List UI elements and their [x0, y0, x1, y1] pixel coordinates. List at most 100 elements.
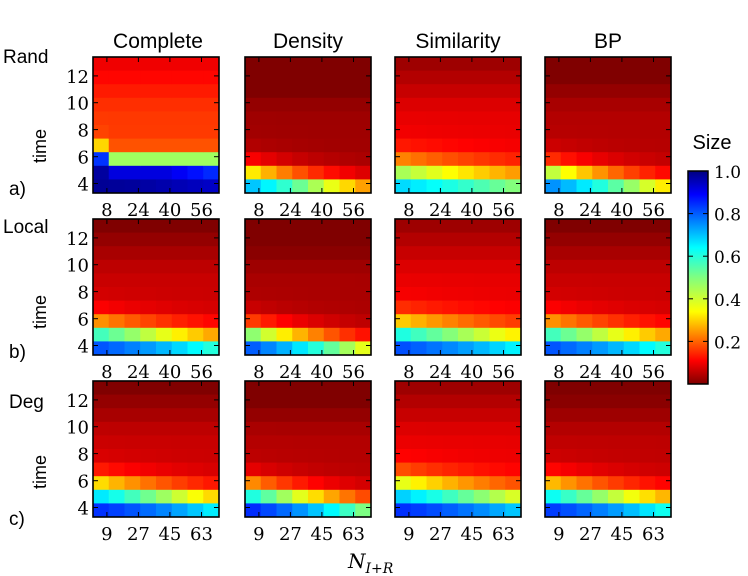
heatmap-cell — [458, 232, 475, 247]
heatmap-cell — [308, 381, 325, 395]
heatmap-cell — [639, 327, 656, 342]
panel-2-3: 8 24 40 56 — [394, 218, 522, 383]
heatmap-cell — [108, 489, 125, 504]
heatmap-cell — [545, 57, 562, 71]
heatmap-cell — [108, 449, 125, 463]
panel-1-2: 8 24 40 56 — [244, 56, 372, 221]
heatmap-cell — [576, 57, 593, 71]
heatmap-cell — [108, 435, 125, 450]
heatmap-cell — [489, 246, 506, 261]
heatmap-cell — [245, 314, 262, 329]
heatmap-cell — [489, 421, 506, 436]
heatmap-cell — [608, 125, 625, 139]
panel-frame — [92, 218, 220, 356]
heatmap-cell — [245, 394, 262, 409]
heatmap-cell — [323, 449, 340, 463]
row-title: Local — [3, 217, 48, 238]
heatmap-cell — [655, 246, 672, 261]
x-tick-label: 24 — [579, 200, 602, 221]
heatmap-cell — [592, 57, 609, 71]
heatmap-cell — [203, 219, 220, 233]
heatmap-cell — [395, 476, 412, 491]
heatmap-cell — [355, 476, 372, 491]
heatmap-cell — [458, 179, 475, 194]
heatmap-cell — [576, 381, 593, 395]
heatmap-cell — [623, 259, 640, 274]
heatmap-cell — [458, 219, 475, 233]
heatmap-cell — [187, 111, 204, 126]
heatmap-cell — [245, 273, 262, 288]
heatmap-cell — [623, 394, 640, 409]
heatmap-cell — [426, 84, 443, 99]
heatmap-cell — [639, 84, 656, 99]
heatmap-cell — [458, 476, 475, 491]
heatmap-cell — [171, 57, 188, 71]
heatmap-cell — [560, 476, 577, 491]
heatmap-cell — [395, 259, 412, 274]
heatmap-cell — [156, 314, 173, 329]
heatmap-cell — [442, 476, 459, 491]
heatmap-cell — [156, 232, 173, 247]
heatmap-cell — [203, 300, 220, 315]
heatmap-cell — [93, 138, 110, 153]
heatmap-cell — [545, 381, 562, 395]
heatmap-cell — [93, 125, 110, 139]
heatmap-cell — [458, 84, 475, 99]
heatmap-cell — [260, 165, 277, 180]
heatmap-cell — [442, 57, 459, 71]
heatmap-cell — [395, 57, 412, 71]
heatmap-cell — [124, 179, 141, 194]
y-tick-label: 4 — [78, 499, 89, 520]
heatmap-cell — [276, 300, 293, 315]
heatmap-cell — [489, 327, 506, 342]
heatmap-cell — [203, 476, 220, 491]
heatmap-cell — [608, 503, 625, 518]
heatmap-cell — [505, 287, 522, 301]
heatmap-cell — [355, 70, 372, 85]
heatmap-cell — [426, 503, 443, 518]
heatmap-cell — [323, 152, 340, 167]
heatmap-cell — [395, 421, 412, 436]
heatmap-cell — [426, 314, 443, 329]
heatmap-cell — [545, 165, 562, 180]
heatmap-cell — [187, 462, 204, 477]
heatmap-cell — [156, 111, 173, 126]
heatmap-cell — [576, 70, 593, 85]
colorbar-tick-label: 0.8 — [714, 206, 741, 226]
heatmap-cell — [458, 70, 475, 85]
row-title: Deg — [9, 392, 44, 413]
heatmap-cell — [292, 300, 309, 315]
heatmap-cell — [410, 84, 427, 99]
panel-3-1: 4 6 8 10 12 9 27 45 63 — [66, 380, 220, 545]
heatmap-cell — [260, 476, 277, 491]
heatmap-cell — [545, 394, 562, 409]
heatmap-cell — [203, 381, 220, 395]
heatmap-cell — [156, 341, 173, 356]
heatmap-cell — [473, 152, 490, 167]
x-tick-label: 24 — [279, 200, 302, 221]
heatmap-cell — [608, 70, 625, 85]
heatmap-cell — [655, 394, 672, 409]
heatmap-cell — [245, 503, 262, 518]
heatmap-cell — [639, 408, 656, 423]
heatmap-cell — [140, 327, 157, 342]
heatmap-cell — [545, 462, 562, 477]
heatmap-cell — [395, 273, 412, 288]
heatmap-cell — [276, 232, 293, 247]
heatmap-cell — [505, 300, 522, 315]
heatmap-cell — [187, 381, 204, 395]
heatmap-cell — [560, 165, 577, 180]
heatmap-cell — [292, 165, 309, 180]
heatmap-cell — [473, 408, 490, 423]
heatmap-cell — [323, 246, 340, 261]
heatmap-cell — [560, 287, 577, 301]
heatmap-cell — [124, 97, 141, 112]
heatmap-cell — [545, 273, 562, 288]
heatmap-cell — [355, 435, 372, 450]
panel-3-2: 9 27 45 63 — [244, 380, 372, 545]
y-tick-label: 12 — [66, 229, 89, 250]
x-axis-label-sub: I+R — [365, 561, 394, 576]
heatmap-cell — [505, 246, 522, 261]
heatmap-cell — [442, 327, 459, 342]
heatmap-cell — [308, 152, 325, 167]
